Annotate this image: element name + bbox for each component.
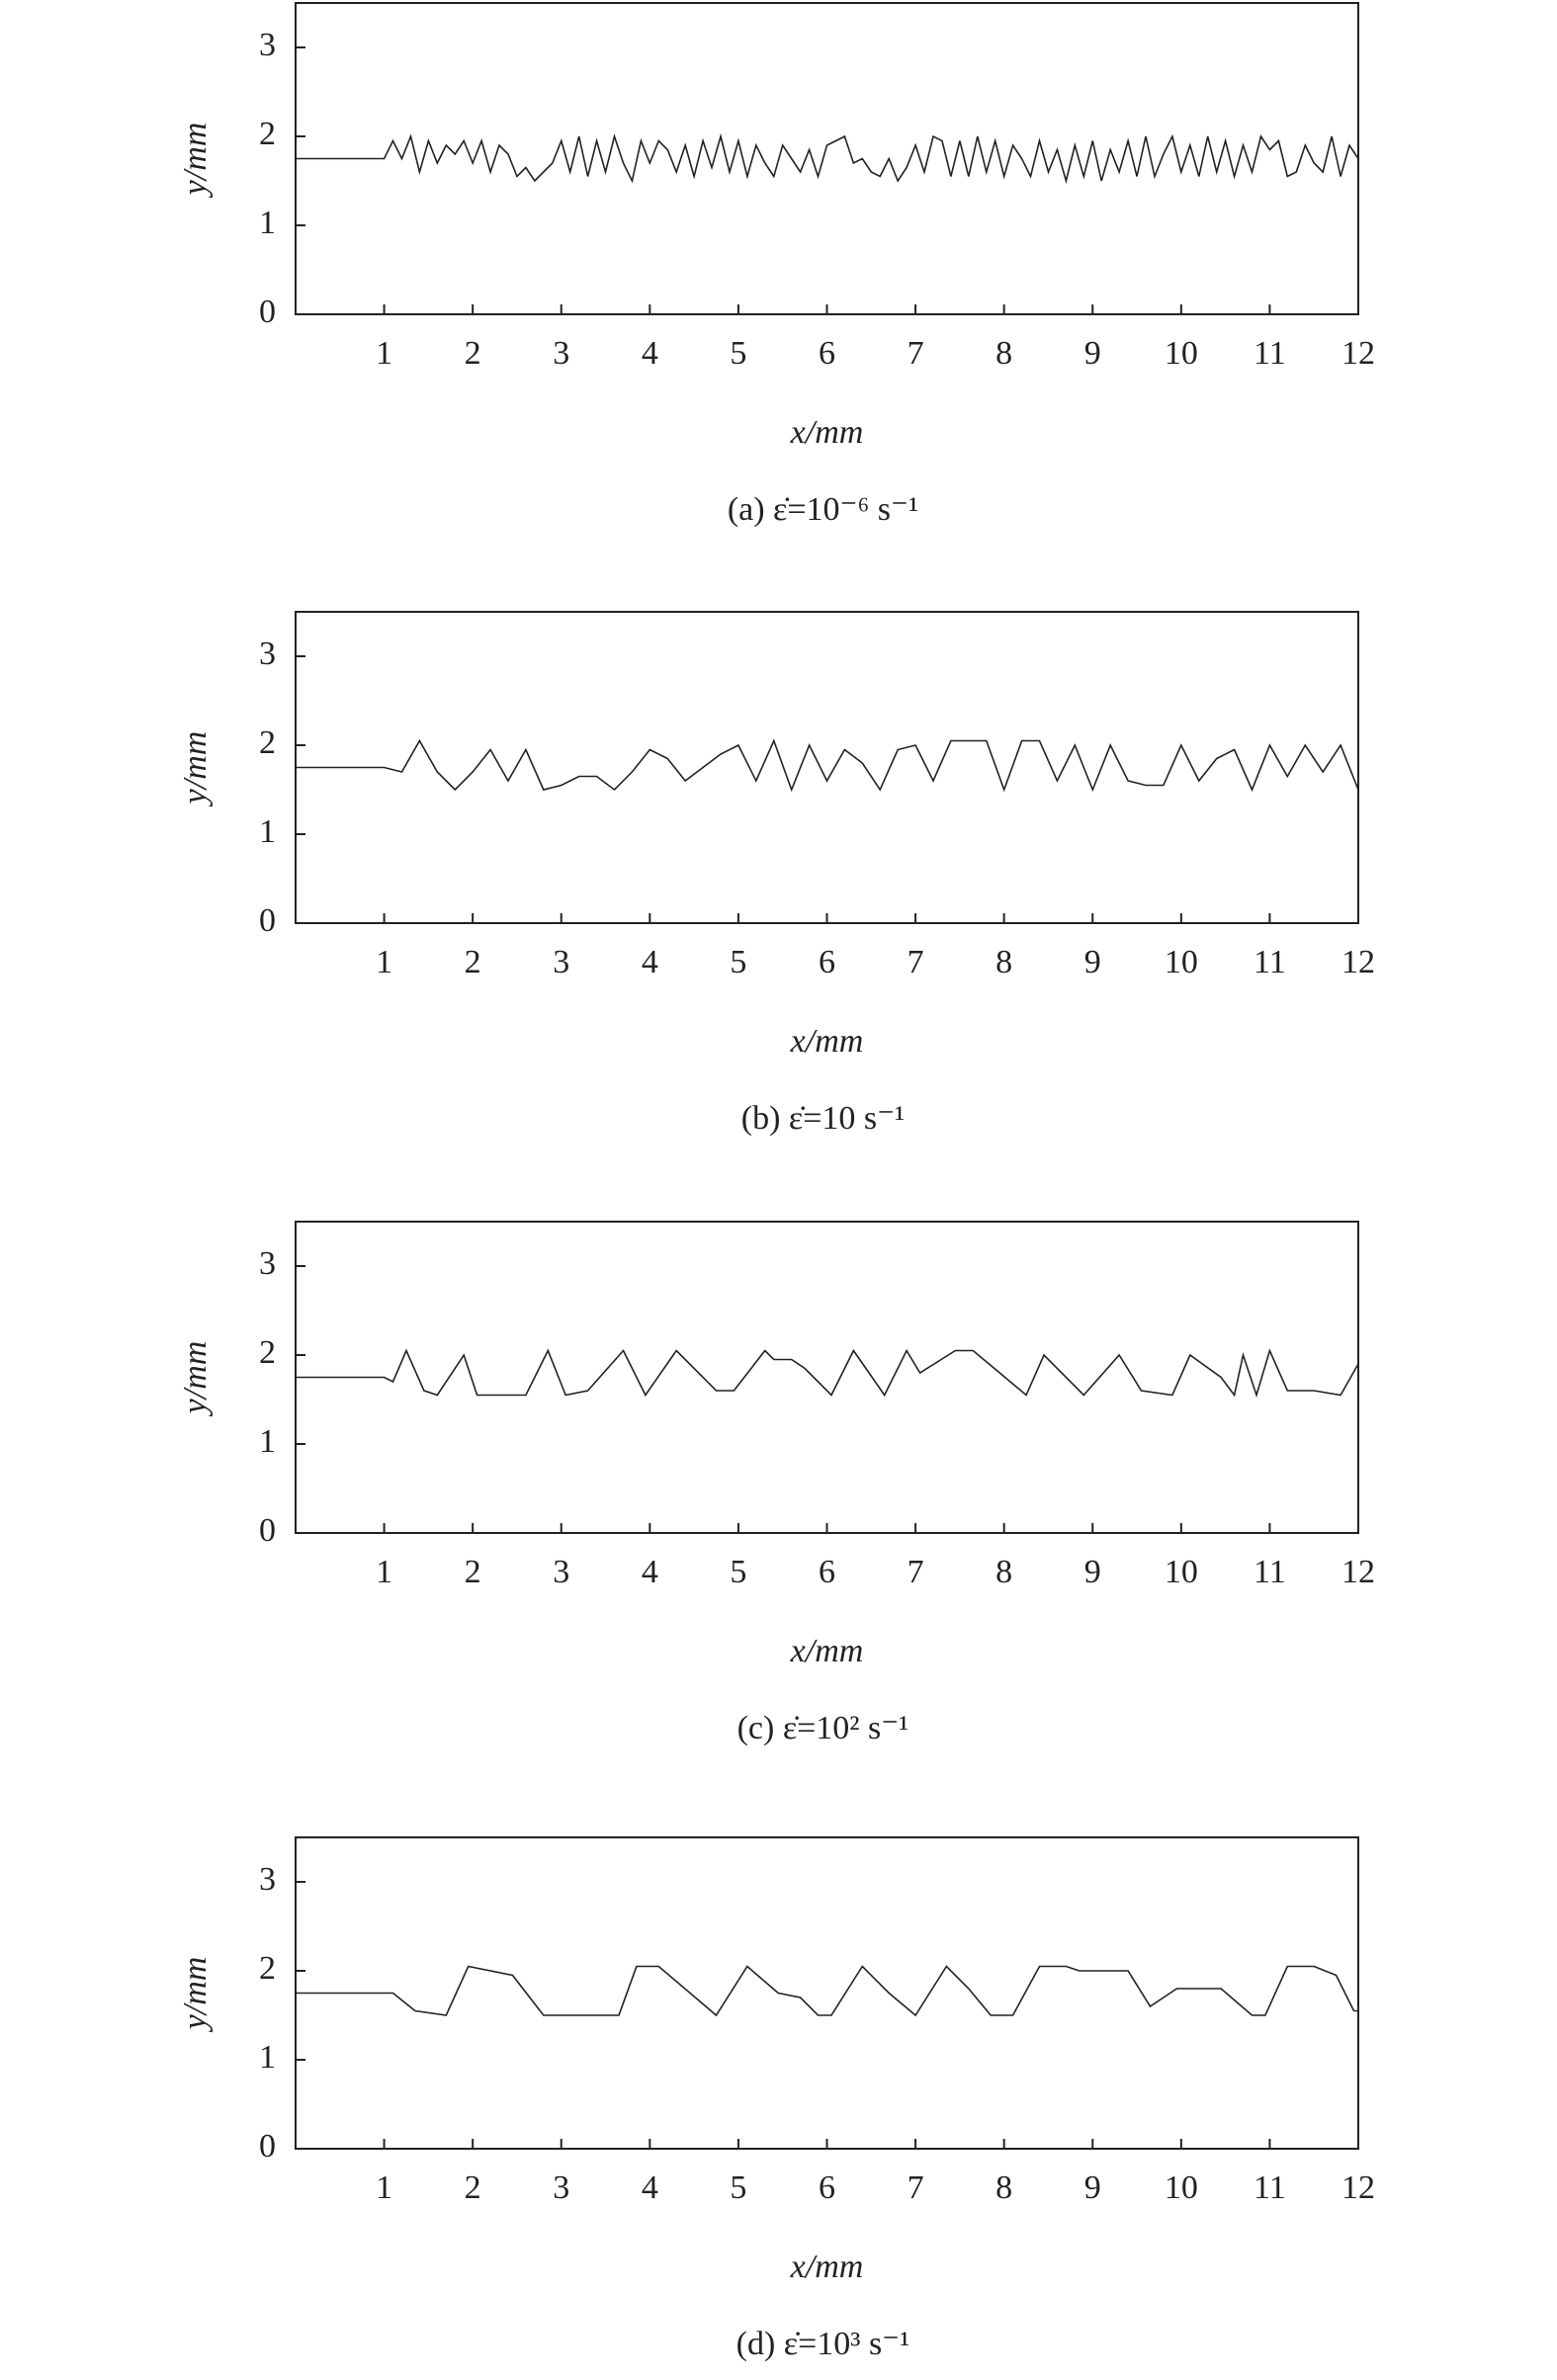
y-tick-label: 1 [259, 813, 276, 850]
panel-caption: (c) ε̇=10² s⁻¹ [737, 1710, 909, 1746]
y-tick-label: 3 [259, 1245, 276, 1282]
x-tick-label: 9 [1084, 944, 1101, 980]
x-tick-label: 9 [1084, 2169, 1101, 2206]
x-tick-label: 11 [1254, 335, 1286, 372]
x-tick-label: 1 [376, 944, 392, 980]
y-tick-label: 3 [259, 636, 276, 672]
x-axis-label: x/mm [790, 2249, 864, 2285]
y-tick-label: 2 [259, 1950, 276, 1987]
y-axis-label: y/mm [177, 1341, 214, 1417]
y-tick-label: 0 [259, 902, 276, 939]
y-tick-label: 0 [259, 1512, 276, 1549]
x-tick-label: 7 [908, 335, 924, 372]
x-axis-label: x/mm [790, 414, 864, 451]
plot-frame [295, 1221, 1359, 1534]
x-tick-label: 8 [995, 335, 1012, 372]
panel-caption: (b) ε̇=10 s⁻¹ [741, 1100, 905, 1137]
x-axis-label: x/mm [790, 1023, 864, 1060]
y-axis-label: y/mm [177, 123, 214, 199]
x-tick-label: 10 [1165, 2169, 1198, 2206]
x-tick-label: 12 [1341, 2169, 1375, 2206]
x-axis-label: x/mm [790, 1633, 864, 1669]
x-tick-label: 12 [1341, 335, 1375, 372]
x-tick-label: 11 [1254, 1554, 1286, 1590]
x-tick-label: 11 [1254, 2169, 1286, 2206]
x-tick-label: 12 [1341, 1554, 1375, 1590]
x-tick-label: 7 [908, 2169, 924, 2206]
x-tick-label: 4 [642, 2169, 658, 2206]
x-tick-label: 9 [1084, 335, 1101, 372]
data-line [296, 132, 1359, 185]
data-line [296, 1348, 1359, 1399]
y-tick-label: 1 [259, 205, 276, 241]
x-tick-label: 5 [730, 1554, 746, 1590]
x-tick-label: 2 [465, 1554, 481, 1590]
x-tick-label: 4 [642, 335, 658, 372]
x-tick-label: 12 [1341, 944, 1375, 980]
x-tick-label: 9 [1084, 1554, 1101, 1590]
y-tick-label: 3 [259, 27, 276, 63]
x-tick-label: 4 [642, 944, 658, 980]
x-tick-label: 10 [1165, 944, 1198, 980]
y-tick-label: 1 [259, 2039, 276, 2076]
x-tick-label: 8 [995, 944, 1012, 980]
y-tick-label: 2 [259, 1334, 276, 1371]
y-tick-label: 2 [259, 724, 276, 761]
x-tick-label: 5 [730, 335, 746, 372]
x-tick-label: 3 [553, 1554, 569, 1590]
y-tick-label: 0 [259, 294, 276, 330]
panel-caption: (a) ε̇=10⁻⁶ s⁻¹ [728, 491, 918, 528]
y-tick-label: 2 [259, 116, 276, 152]
plot-frame [295, 2, 1359, 315]
x-tick-label: 1 [376, 1554, 392, 1590]
x-tick-label: 5 [730, 944, 746, 980]
plot-frame [295, 1836, 1359, 2150]
x-tick-label: 7 [908, 944, 924, 980]
x-tick-label: 4 [642, 1554, 658, 1590]
y-tick-label: 0 [259, 2128, 276, 2165]
data-line [296, 738, 1359, 793]
x-tick-label: 7 [908, 1554, 924, 1590]
y-tick-label: 3 [259, 1861, 276, 1898]
x-tick-label: 1 [376, 335, 392, 372]
x-tick-label: 3 [553, 2169, 569, 2206]
x-tick-label: 8 [995, 1554, 1012, 1590]
x-tick-label: 10 [1165, 335, 1198, 372]
x-tick-label: 2 [465, 335, 481, 372]
x-tick-label: 6 [819, 944, 835, 980]
y-axis-label: y/mm [177, 731, 214, 808]
x-tick-label: 3 [553, 335, 569, 372]
panel-caption: (d) ε̇=10³ s⁻¹ [736, 2326, 910, 2362]
x-tick-label: 5 [730, 2169, 746, 2206]
x-tick-label: 8 [995, 2169, 1012, 2206]
x-tick-label: 2 [465, 2169, 481, 2206]
x-tick-label: 3 [553, 944, 569, 980]
plot-frame [295, 611, 1359, 924]
y-tick-label: 1 [259, 1423, 276, 1460]
x-tick-label: 2 [465, 944, 481, 980]
x-tick-label: 6 [819, 2169, 835, 2206]
x-tick-label: 11 [1254, 944, 1286, 980]
x-tick-label: 6 [819, 335, 835, 372]
x-tick-label: 6 [819, 1554, 835, 1590]
x-tick-label: 10 [1165, 1554, 1198, 1590]
x-tick-label: 1 [376, 2169, 392, 2206]
data-line [296, 1965, 1358, 2017]
y-axis-label: y/mm [177, 1957, 214, 2033]
